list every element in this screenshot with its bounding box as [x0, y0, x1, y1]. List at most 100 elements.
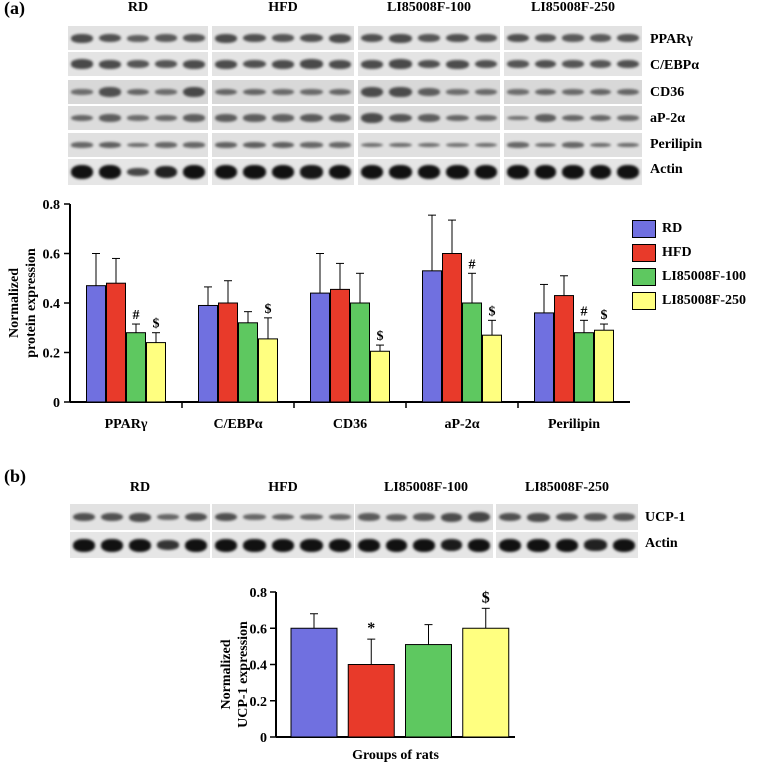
legend-swatch-li250: [632, 292, 656, 310]
blot-band: [127, 34, 149, 42]
bar-hfd: [106, 282, 126, 403]
blot-band: [300, 514, 323, 520]
blot-band: [417, 59, 441, 69]
blot-band: [155, 89, 177, 95]
blot-band: [300, 113, 323, 123]
blot-band: [562, 88, 584, 96]
blot-a-row-2-block-3: [504, 80, 642, 104]
blot-band: [127, 115, 149, 121]
blot-band: [99, 141, 121, 149]
blot-b-row-1-block-0: [70, 532, 210, 558]
y-tick-label: 0.2: [43, 347, 61, 362]
blot-band: [328, 538, 351, 552]
blot-band: [446, 114, 469, 122]
blot-band: [385, 513, 408, 521]
blot-band: [413, 538, 435, 552]
blot-band: [243, 141, 266, 149]
blot-band: [361, 165, 384, 179]
blot-band: [589, 142, 612, 148]
blot-band: [361, 142, 384, 148]
legend-label-hfd: HFD: [662, 245, 692, 260]
significance-mark: $: [489, 304, 496, 319]
blot-band: [474, 142, 497, 148]
blot-band: [183, 86, 205, 98]
blot-band: [499, 538, 522, 552]
significance-mark: $: [377, 329, 384, 344]
bar-rd: [86, 285, 106, 403]
panel-a-label: (a): [4, 0, 25, 18]
blot-band: [555, 538, 579, 552]
bar-li85008f-100: [462, 302, 482, 403]
chart-b: 0 0.2 0.4 0.6 0.8 Normalized UCP-1 expression G…: [219, 586, 515, 763]
blot-band: [413, 513, 435, 521]
blot-band: [507, 115, 529, 121]
blot-band: [99, 165, 121, 179]
bar-li85008f-250: [146, 342, 166, 403]
blot-band: [417, 165, 441, 179]
blot-band: [534, 34, 557, 42]
blot-band: [271, 513, 295, 521]
blot-band: [589, 34, 612, 42]
blot-band: [534, 59, 557, 69]
significance-mark: $: [482, 589, 490, 606]
blot-a-row-3-block-2: [358, 106, 500, 130]
blot-band: [440, 539, 463, 551]
y-tick-label: 0.8: [250, 586, 268, 601]
blot-band: [507, 89, 529, 95]
blot-band: [328, 33, 351, 43]
blot-a-row-2-block-1: [212, 80, 354, 104]
blot-band: [534, 114, 557, 122]
blot-a-label-ppar: PPARγ: [650, 32, 693, 47]
blot-band: [101, 512, 123, 522]
y-tick-label: 0: [260, 731, 267, 746]
bar-li85008f-250: [370, 350, 390, 403]
bar-hfd: [330, 288, 350, 403]
blot-band: [417, 34, 441, 42]
blot-band: [468, 512, 490, 522]
blot-a-row-4-block-2: [358, 133, 500, 157]
bar-li85008f-250: [482, 334, 502, 403]
blot-band: [507, 60, 529, 68]
blot-a-label-ap2: aP-2α: [650, 111, 686, 126]
blot-band: [155, 166, 177, 178]
blot-band: [361, 33, 384, 43]
bar-rd: [422, 270, 442, 403]
bar-li85008f-100: [350, 302, 370, 403]
blot-a-row-5-block-1: [212, 159, 354, 185]
legend-label-li100: LI85008F-100: [662, 269, 746, 284]
blot-band: [183, 34, 205, 42]
bar-li85008f-100: [238, 322, 258, 403]
blot-band: [389, 165, 412, 179]
blot-band: [555, 512, 579, 522]
blot-band: [361, 113, 384, 123]
significance-mark: $: [153, 317, 160, 332]
blot-a-row-0-block-2: [358, 26, 500, 50]
blot-band: [243, 165, 266, 179]
legend-item-hfd: HFD: [632, 244, 692, 262]
blot-band: [389, 142, 412, 148]
bar-rd: [198, 304, 218, 403]
blot-b-row-1-block-3: [496, 532, 638, 558]
blot-band: [417, 142, 441, 148]
blot-band: [215, 538, 238, 552]
y-axis-label-group: Normalized UCP-1 expression: [219, 621, 251, 728]
bar-1: [347, 664, 395, 738]
blot-band: [446, 33, 469, 43]
blot-band: [562, 165, 584, 179]
blot-band: [215, 512, 238, 522]
chart-a: 0 0.2 0.4 0.6 0.8 Normalized protein expressio…: [7, 198, 630, 432]
blot-a-row-3-block-3: [504, 106, 642, 130]
blot-a-row-1-block-1: [212, 52, 354, 76]
blot-band: [589, 165, 612, 179]
blot-a-label-actin: Actin: [650, 162, 683, 177]
blot-band: [243, 114, 266, 122]
blot-band: [127, 168, 149, 176]
blot-band: [300, 142, 323, 148]
blot-band: [155, 34, 177, 42]
legend-swatch-rd: [632, 220, 656, 238]
blot-band: [157, 514, 179, 520]
legend-label-li250: LI85008F-250: [662, 293, 746, 308]
bar-0: [290, 627, 338, 738]
blot-a-group-li100: LI85008F-100: [387, 0, 471, 15]
blot-band: [507, 142, 529, 148]
